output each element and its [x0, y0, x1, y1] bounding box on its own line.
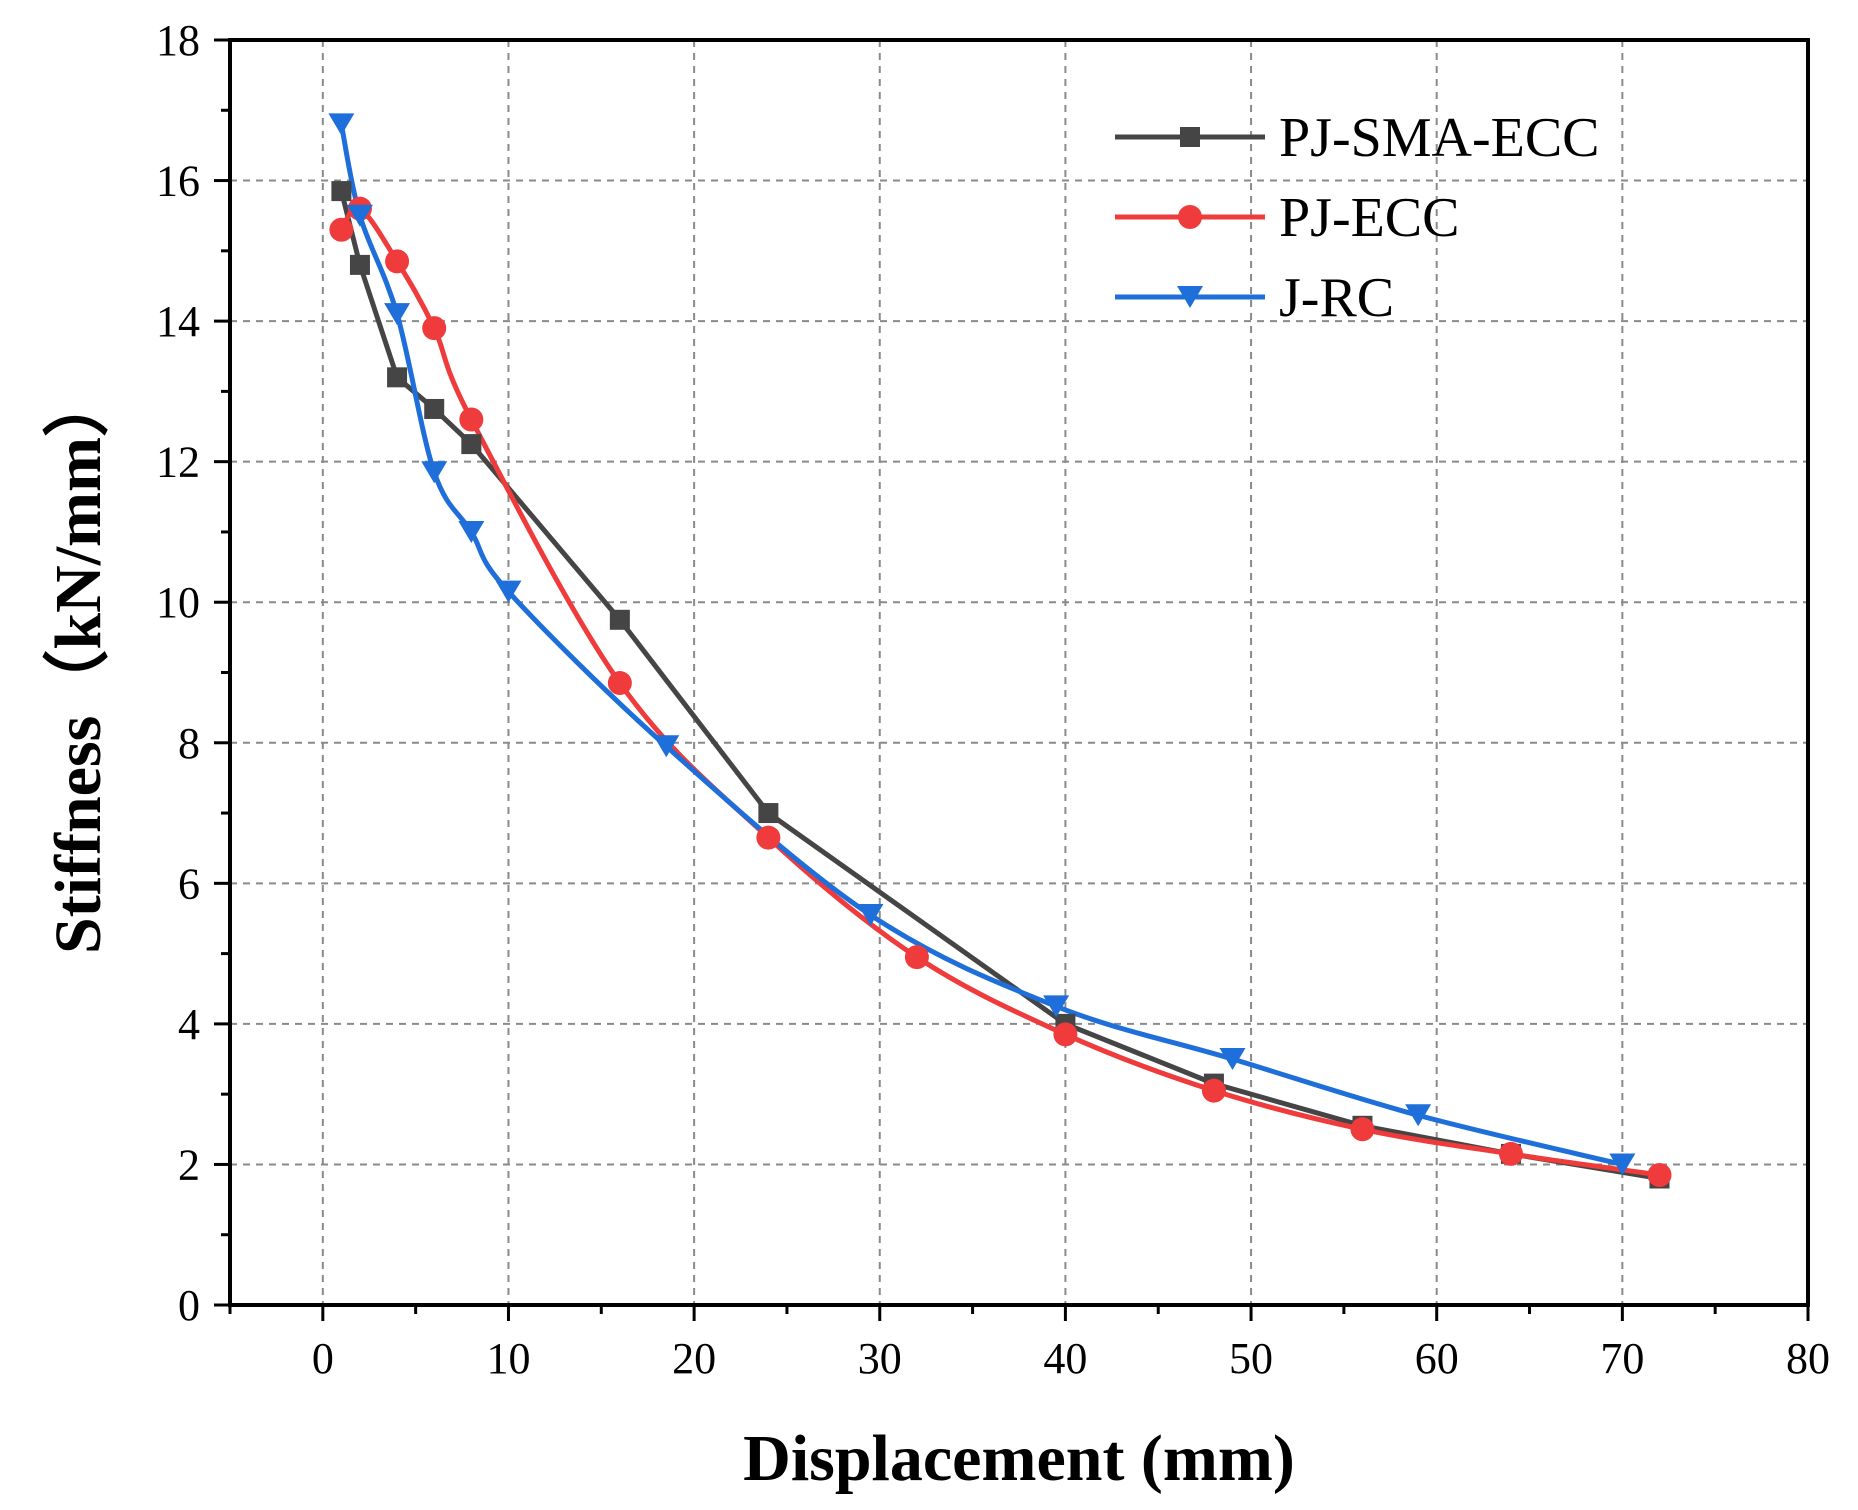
data-point-pj-ecc	[459, 407, 484, 432]
y-axis-title: Stiffness（kN/mm）	[41, 371, 115, 954]
y-tick-label: 10	[156, 578, 200, 627]
data-point-j-rc	[1609, 1153, 1636, 1176]
data-point-pj-ecc	[756, 825, 781, 850]
y-tick-label: 18	[156, 16, 200, 65]
y-tick-label: 8	[178, 719, 200, 768]
x-tick-label: 10	[486, 1334, 530, 1383]
legend-label-pj-sma-ecc: PJ-SMA-ECC	[1279, 107, 1600, 169]
legend-marker-j-rc	[1177, 286, 1203, 308]
x-tick-label: 20	[672, 1334, 716, 1383]
data-point-pj-ecc	[1350, 1117, 1375, 1142]
data-point-pj-ecc	[904, 945, 929, 970]
data-point-pj-ecc	[385, 249, 410, 274]
data-point-j-rc	[328, 113, 355, 136]
legend: PJ-SMA-ECC PJ-ECC J-RC	[1115, 107, 1600, 329]
data-point-pj-sma-ecc	[609, 609, 630, 630]
y-tick-label: 2	[178, 1140, 200, 1189]
data-point-j-rc	[384, 303, 411, 326]
data-point-pj-ecc	[422, 316, 447, 341]
grid	[230, 40, 1808, 1305]
data-point-pj-sma-ecc	[424, 398, 445, 419]
data-point-j-rc	[1043, 995, 1070, 1018]
plot-frame	[228, 38, 1810, 1307]
data-point-j-rc	[458, 520, 485, 543]
data-point-pj-ecc	[329, 217, 354, 242]
data-point-pj-sma-ecc	[461, 434, 482, 455]
series-markers	[328, 113, 1672, 1189]
y-tick-label: 0	[178, 1281, 200, 1330]
data-point-j-rc	[1405, 1104, 1432, 1127]
data-point-j-rc	[346, 204, 373, 227]
x-tick-label: 60	[1415, 1334, 1459, 1383]
data-point-pj-sma-ecc	[349, 254, 370, 275]
data-point-pj-sma-ecc	[331, 181, 352, 202]
y-tick-label: 4	[178, 1000, 200, 1049]
data-point-pj-ecc	[1053, 1022, 1078, 1047]
data-point-pj-sma-ecc	[758, 803, 779, 824]
data-point-j-rc	[653, 735, 680, 758]
series-line-j-rc	[338, 123, 1623, 1167]
x-tick-label: 80	[1786, 1334, 1830, 1383]
data-point-pj-ecc	[607, 671, 632, 696]
legend-label-pj-ecc: PJ-ECC	[1279, 187, 1460, 249]
data-point-j-rc	[1219, 1048, 1246, 1071]
data-point-j-rc	[495, 580, 522, 603]
legend-marker-pj-ecc	[1178, 205, 1202, 229]
y-tick-label: 14	[156, 297, 200, 346]
legend-marker-pj-sma-ecc	[1180, 127, 1200, 147]
axis-ticks	[214, 38, 1810, 1321]
x-tick-label: 40	[1043, 1334, 1087, 1383]
data-point-pj-ecc	[1647, 1162, 1672, 1187]
data-point-j-rc	[857, 903, 884, 926]
tick-labels: 0 10 20 30 40 50 60 70 80 0 2 4 6 8 10 12 14 16 18	[156, 16, 1830, 1383]
x-tick-label: 50	[1229, 1334, 1273, 1383]
data-point-pj-sma-ecc	[387, 367, 408, 388]
y-tick-label: 16	[156, 157, 200, 206]
legend-label-j-rc: J-RC	[1279, 267, 1394, 329]
x-tick-label: 0	[312, 1334, 334, 1383]
series-line-pj-ecc	[339, 205, 1660, 1178]
x-axis-title: Displacement (mm)	[743, 1422, 1295, 1495]
data-point-pj-ecc	[1498, 1141, 1523, 1166]
series-line-pj-sma-ecc	[338, 190, 1660, 1181]
y-tick-label: 6	[178, 859, 200, 908]
x-tick-label: 30	[858, 1334, 902, 1383]
data-point-j-rc	[421, 461, 448, 484]
x-tick-label: 70	[1600, 1334, 1644, 1383]
data-point-pj-ecc	[1201, 1078, 1226, 1103]
series-lines	[338, 123, 1660, 1181]
y-tick-label: 12	[156, 438, 200, 487]
